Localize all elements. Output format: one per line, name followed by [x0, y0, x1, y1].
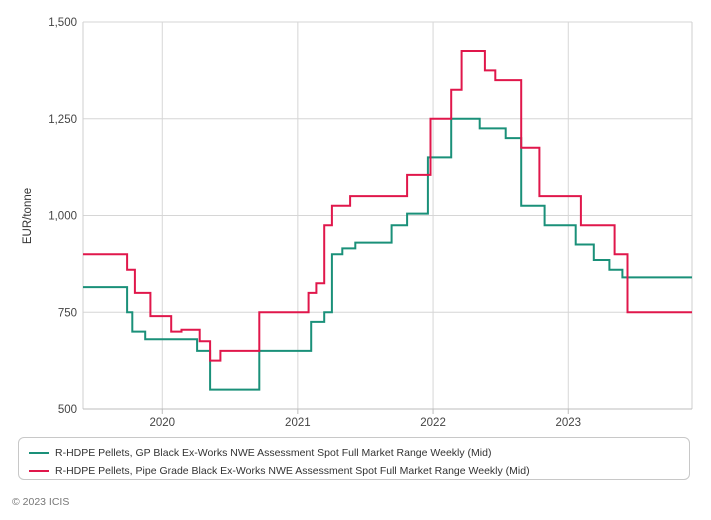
x-tick-label: 2021 — [285, 417, 311, 429]
legend: R-HDPE Pellets, GP Black Ex-Works NWE As… — [18, 437, 690, 480]
y-tick-label: 1,500 — [48, 17, 77, 29]
series-line-pipe-grade — [83, 50, 692, 362]
legend-swatch-gp-black — [29, 452, 49, 454]
y-tick-label: 1,000 — [48, 211, 77, 223]
y-tick-label: 750 — [58, 307, 77, 319]
y-tick-label: 500 — [58, 404, 77, 416]
y-axis-title: EUR/tonne — [22, 188, 34, 244]
x-tick-label: 2023 — [555, 417, 581, 429]
x-tick-label: 2020 — [149, 417, 175, 429]
grid — [83, 21, 692, 410]
series-lines — [83, 50, 692, 391]
copyright-footer: © 2023 ICIS — [12, 496, 70, 508]
axes — [82, 22, 693, 414]
legend-swatch-pipe-grade — [29, 470, 49, 472]
legend-label-pipe-grade: R-HDPE Pellets, Pipe Grade Black Ex-Work… — [55, 465, 530, 477]
x-tick-label: 2022 — [420, 417, 446, 429]
tick-labels: 500 750 1,000 1,250 1,500 2020 2021 2022 2023 — [48, 17, 581, 429]
y-tick-label: 1,250 — [48, 114, 77, 126]
series-line-gp-black — [83, 117, 692, 391]
line-chart: 500 750 1,000 1,250 1,500 2020 2021 2022 2023 EU… — [22, 17, 693, 429]
legend-item-pipe-grade[interactable]: R-HDPE Pellets, Pipe Grade Black Ex-Work… — [29, 463, 689, 479]
legend-item-gp-black[interactable]: R-HDPE Pellets, GP Black Ex-Works NWE As… — [29, 445, 689, 461]
legend-label-gp-black: R-HDPE Pellets, GP Black Ex-Works NWE As… — [55, 447, 492, 459]
